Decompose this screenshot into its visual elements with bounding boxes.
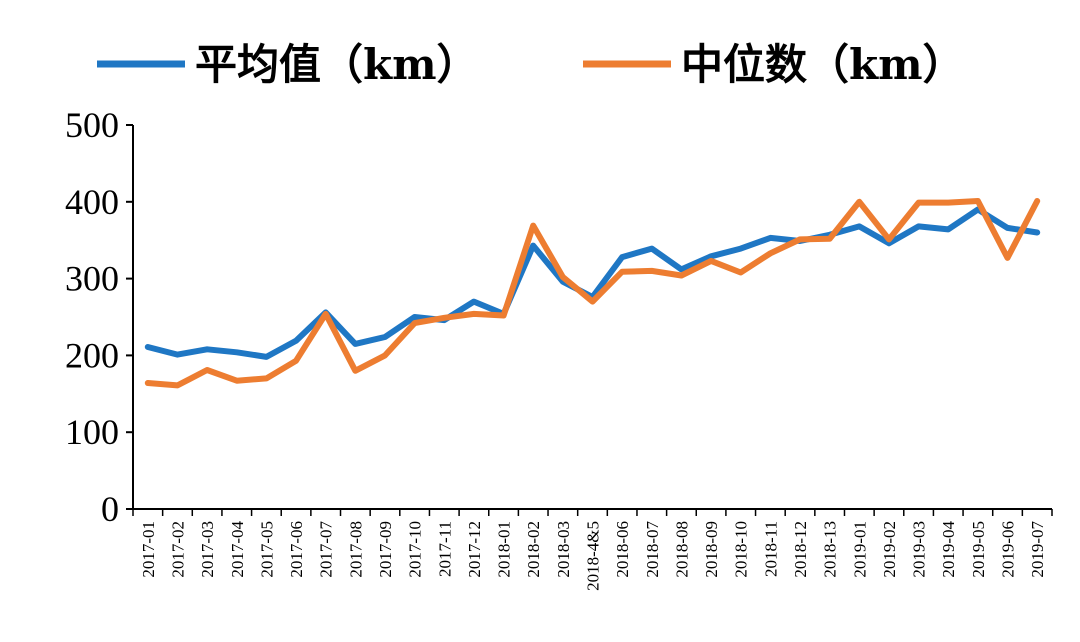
x-tick-label: 2018-4&5 xyxy=(584,521,603,591)
x-tick-label: 2017-11 xyxy=(435,521,454,577)
x-tick-label: 2019-05 xyxy=(969,521,988,578)
x-tick-label: 2018-02 xyxy=(524,521,543,578)
x-tick-label: 2018-11 xyxy=(761,521,780,577)
x-tick-label: 2017-01 xyxy=(139,521,158,578)
x-tick-label: 2017-06 xyxy=(287,521,306,578)
x-tick-label: 2018-08 xyxy=(672,521,691,578)
legend: 平均值（km） 中位数（km） xyxy=(97,40,965,89)
y-tick-label: 100 xyxy=(65,412,119,452)
y-tick-label: 500 xyxy=(65,105,119,145)
x-tick-label: 2018-09 xyxy=(702,521,721,578)
y-tick-label: 200 xyxy=(65,335,119,375)
legend-label-median: 中位数（km） xyxy=(681,40,965,89)
x-tick-label: 2018-01 xyxy=(495,521,514,578)
y-tick-label: 0 xyxy=(101,489,119,529)
x-tick-label: 2018-06 xyxy=(613,521,632,578)
x-tick-label: 2018-07 xyxy=(643,521,662,578)
x-tick-label: 2019-01 xyxy=(850,521,869,578)
x-tick-label: 2017-09 xyxy=(376,521,395,578)
x-ticks: 2017-01 2017-02 2017-03 2017-04 2017-05 2017-… xyxy=(132,509,1053,591)
x-tick-label: 2017-08 xyxy=(346,521,365,578)
x-tick-label: 2018-03 xyxy=(554,521,573,578)
x-tick-label: 2017-10 xyxy=(406,521,425,578)
series-line-mean xyxy=(144,206,1041,360)
x-tick-label: 2017-07 xyxy=(317,521,336,578)
x-tick-label: 2019-04 xyxy=(939,521,958,578)
x-tick-label: 2019-03 xyxy=(910,521,929,578)
x-tick-label: 2018-13 xyxy=(821,521,840,578)
x-tick-label: 2019-06 xyxy=(999,521,1018,578)
x-tick-label: 2017-03 xyxy=(198,521,217,578)
series-layer xyxy=(144,198,1041,389)
y-tick-label: 400 xyxy=(65,182,119,222)
legend-label-mean: 平均值（km） xyxy=(195,40,479,89)
x-tick-label: 2017-02 xyxy=(168,521,187,578)
x-tick-label: 2019-07 xyxy=(1028,521,1047,578)
x-tick-label: 2017-05 xyxy=(257,521,276,578)
x-tick-label: 2019-02 xyxy=(880,521,899,578)
x-tick-label: 2018-10 xyxy=(732,521,751,578)
x-tick-label: 2018-12 xyxy=(791,521,810,578)
y-ticks: 0 100 200 300 400 500 xyxy=(65,105,133,529)
x-tick-label: 2017-04 xyxy=(228,521,247,578)
y-tick-label: 300 xyxy=(65,259,119,299)
x-tick-label: 2017-12 xyxy=(465,521,484,578)
